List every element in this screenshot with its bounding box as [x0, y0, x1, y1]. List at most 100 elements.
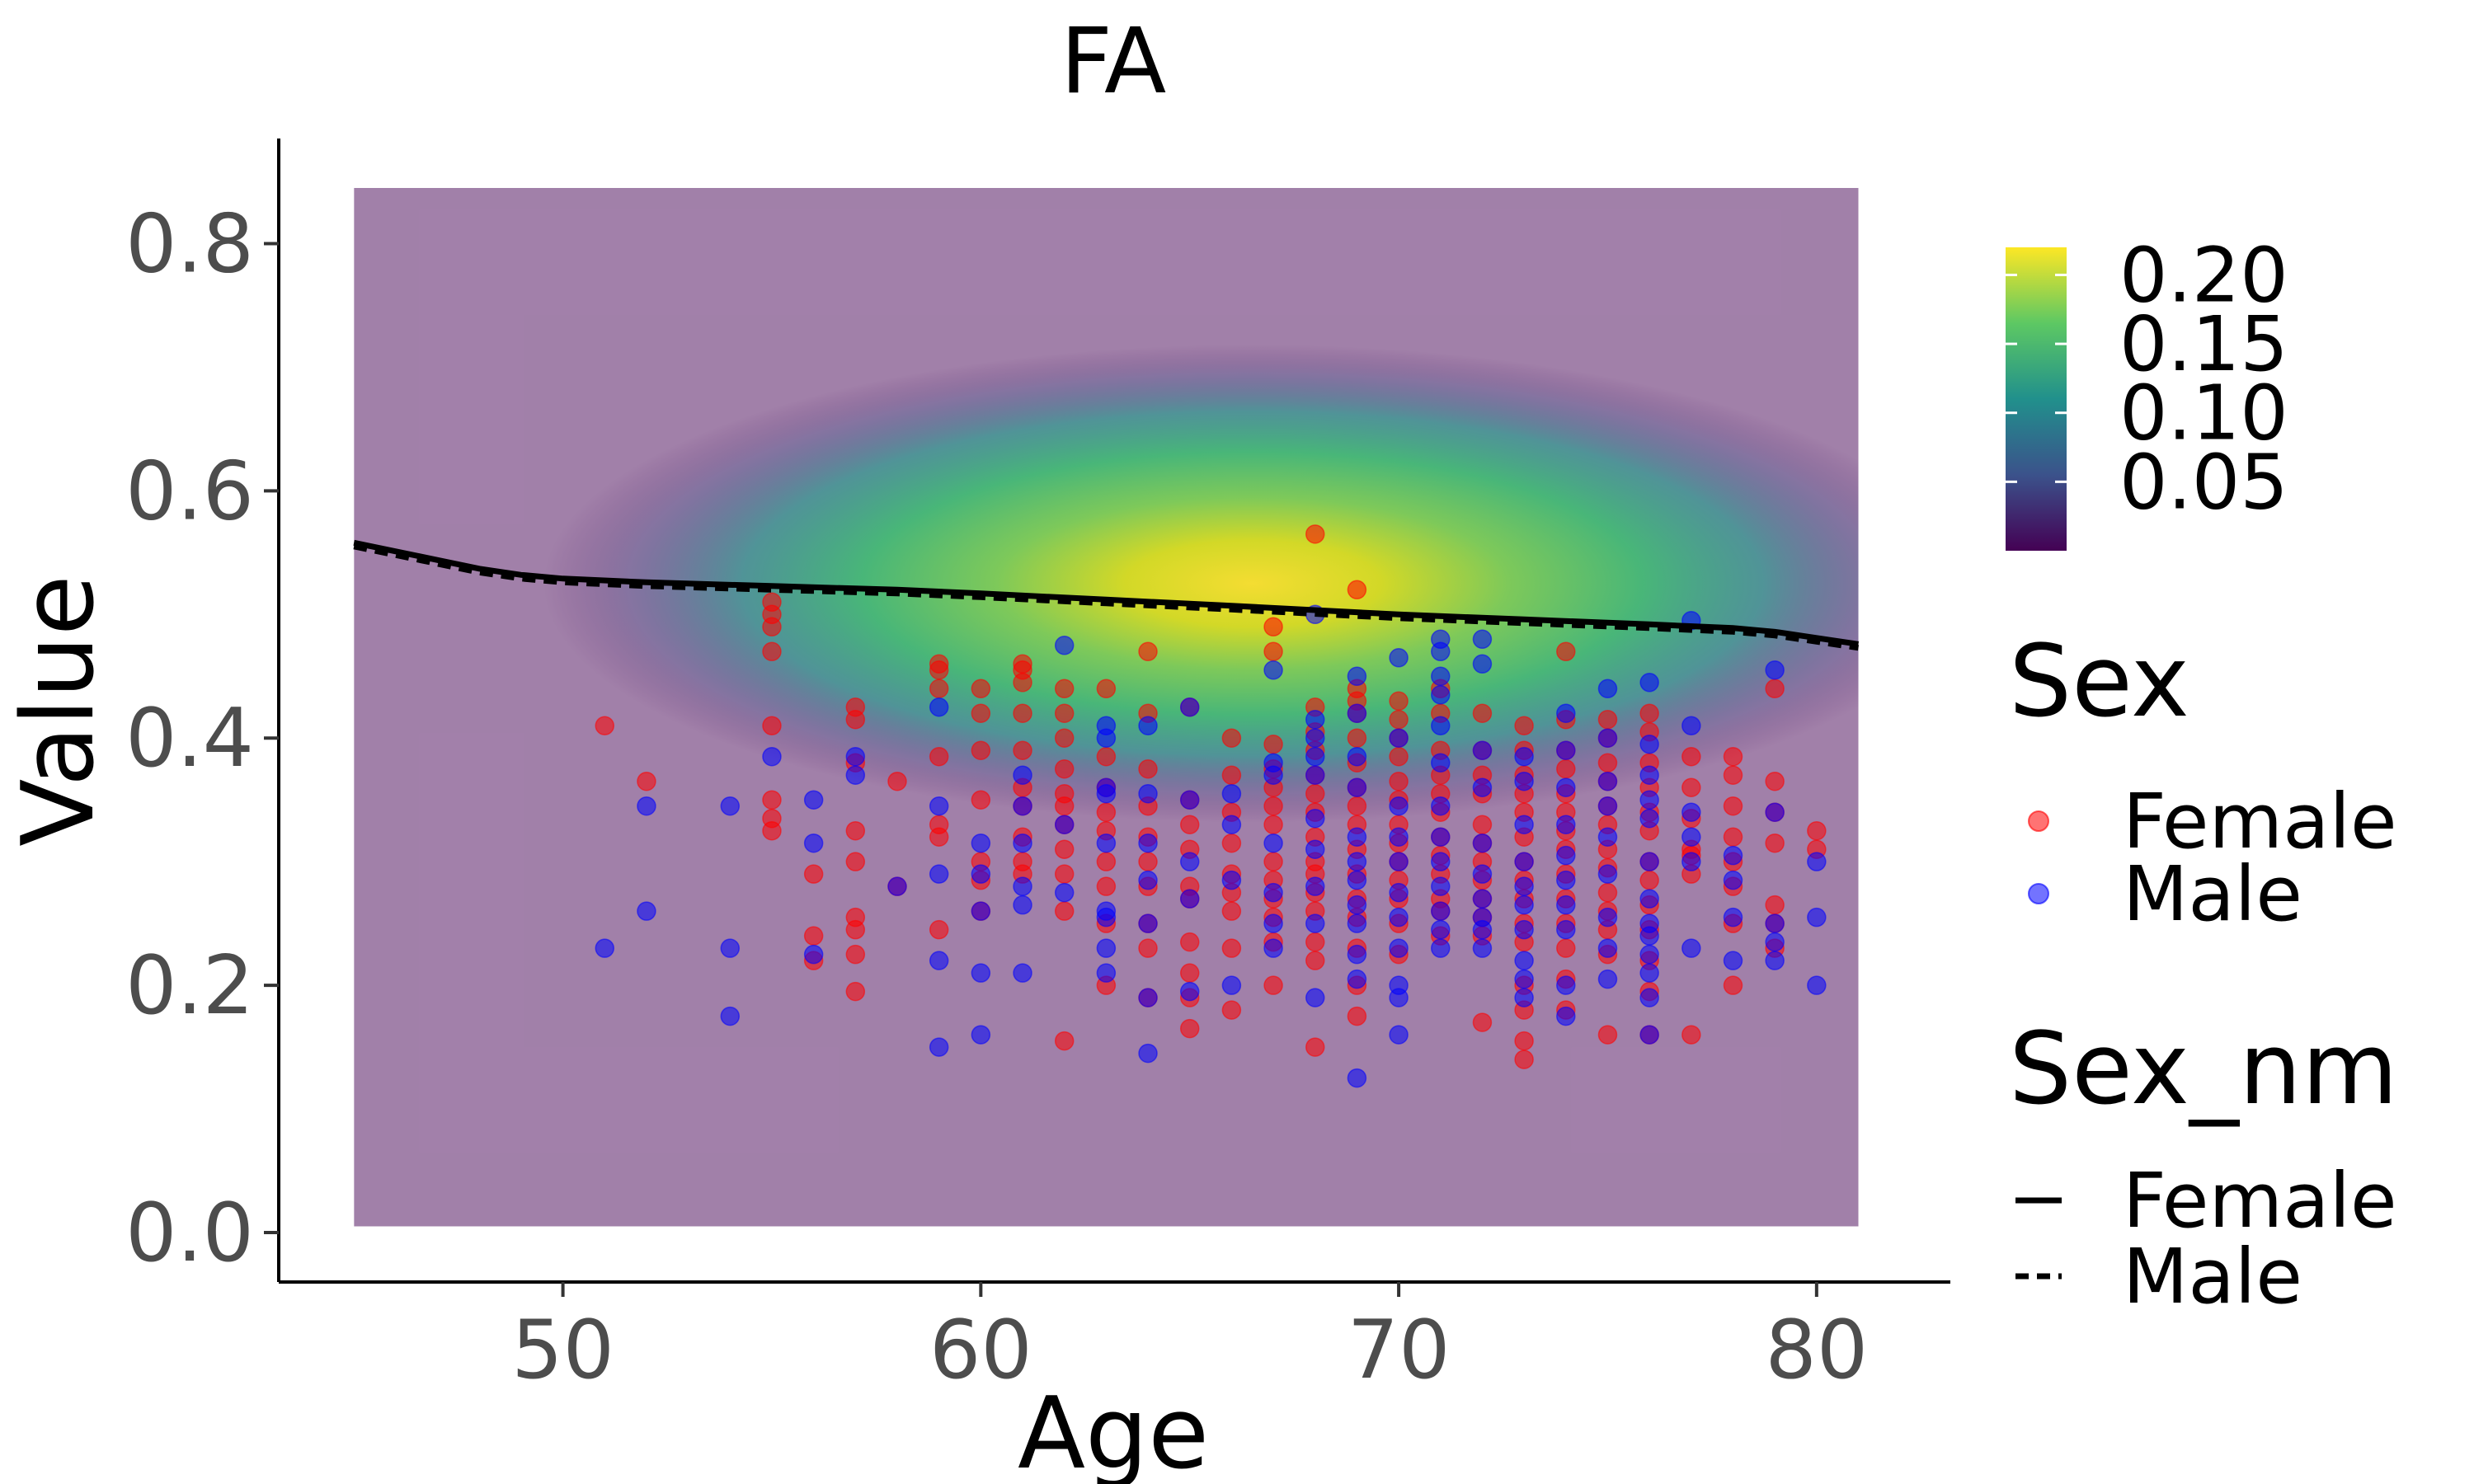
- colorbar-gradient: [2006, 247, 2067, 551]
- male-point: [1514, 895, 1534, 915]
- female-point: [1054, 703, 1075, 723]
- female-point: [1138, 852, 1158, 871]
- female-point: [762, 790, 782, 810]
- female-point: [1723, 827, 1743, 847]
- female-point: [887, 771, 907, 791]
- male-point: [1472, 864, 1493, 884]
- female-point: [1054, 679, 1075, 699]
- male-point: [1556, 919, 1576, 940]
- male-point: [1472, 740, 1493, 760]
- male-point: [971, 864, 991, 884]
- female-point: [1054, 796, 1075, 816]
- male-point: [1305, 728, 1325, 748]
- legend-sex-title: Sex: [2009, 625, 2189, 740]
- female-point: [1556, 938, 1576, 958]
- female-point: [1179, 815, 1200, 834]
- male-point: [971, 833, 991, 853]
- colorbar-tick-label: 0.15: [2119, 300, 2288, 388]
- legend-sex-nm-title: Sex_nm: [2009, 1012, 2398, 1127]
- male-point: [1556, 870, 1576, 890]
- legend-sex-nm: Sex_nm Female Male: [2009, 1012, 2398, 1321]
- female-point: [1013, 740, 1032, 760]
- x-axis-ticks: 50 60 70 80: [511, 1282, 1868, 1397]
- female-point: [1347, 1006, 1367, 1026]
- female-point: [845, 981, 866, 1002]
- male-point: [1389, 728, 1409, 748]
- male-point: [1807, 907, 1827, 928]
- male-point: [1431, 901, 1451, 921]
- male-point: [929, 951, 949, 970]
- male-point: [720, 1006, 741, 1026]
- female-point: [929, 679, 949, 699]
- male-point: [1514, 771, 1534, 791]
- female-point: [1221, 765, 1242, 785]
- male-point: [1138, 1043, 1158, 1064]
- male-point: [1639, 790, 1659, 810]
- male-point: [1472, 833, 1493, 853]
- male-point: [1305, 988, 1325, 1007]
- x-tick-label: 70: [1348, 1303, 1451, 1397]
- male-point: [1681, 852, 1701, 871]
- female-point: [637, 771, 656, 791]
- male-point: [1347, 703, 1367, 723]
- female-point: [1681, 1025, 1701, 1045]
- male-point: [1639, 1025, 1659, 1045]
- female-point: [1723, 765, 1743, 785]
- male-point: [1514, 988, 1534, 1007]
- legend-sex: Sex Female Male: [2009, 625, 2397, 938]
- male-point: [1723, 951, 1743, 970]
- male-point: [1389, 882, 1409, 903]
- male-point: [1347, 895, 1367, 915]
- male-point: [637, 796, 656, 816]
- male-point: [1347, 944, 1367, 965]
- female-point: [1054, 901, 1075, 921]
- male-point: [1639, 808, 1659, 829]
- female-point: [1179, 1018, 1200, 1039]
- male-point: [1431, 716, 1451, 735]
- male-point: [1514, 876, 1534, 896]
- male-point: [1681, 716, 1701, 735]
- axes: [277, 139, 1950, 1284]
- female-point: [1263, 796, 1283, 816]
- male-point: [720, 938, 741, 958]
- male-point: [1263, 913, 1283, 933]
- male-point: [1556, 703, 1576, 723]
- male-point: [971, 901, 991, 921]
- female-point: [1138, 758, 1158, 779]
- female-point: [1597, 882, 1618, 903]
- male-smooth-line: [353, 543, 1860, 651]
- female-point: [1765, 679, 1785, 699]
- female-point: [1263, 975, 1283, 995]
- male-point: [1347, 1068, 1367, 1088]
- male-point: [1639, 988, 1659, 1007]
- male-point: [1347, 870, 1367, 890]
- female-point: [1054, 839, 1075, 859]
- female-point: [971, 740, 991, 760]
- male-point: [1305, 709, 1325, 730]
- male-point: [1138, 988, 1158, 1007]
- male-point: [1431, 753, 1451, 773]
- male-point: [1597, 728, 1618, 748]
- male-point: [1723, 845, 1743, 866]
- male-point: [1263, 660, 1283, 680]
- male-point: [1054, 636, 1075, 655]
- female-point: [803, 864, 824, 884]
- male-point: [1096, 833, 1117, 853]
- female-point: [1765, 833, 1785, 853]
- female-point: [845, 944, 866, 965]
- legend-label-male: Male: [2123, 850, 2302, 938]
- male-point: [803, 944, 824, 965]
- legend-key-female-point: [2028, 810, 2049, 832]
- female-point: [1389, 691, 1409, 711]
- female-point: [762, 641, 782, 662]
- female-point: [1514, 1031, 1534, 1051]
- male-point: [1054, 882, 1075, 903]
- male-point: [1138, 870, 1158, 890]
- male-point: [1389, 988, 1409, 1007]
- female-point: [1347, 728, 1367, 748]
- male-point: [1681, 938, 1701, 958]
- male-point: [1639, 963, 1659, 983]
- male-point: [1013, 876, 1032, 896]
- male-point: [1013, 963, 1032, 983]
